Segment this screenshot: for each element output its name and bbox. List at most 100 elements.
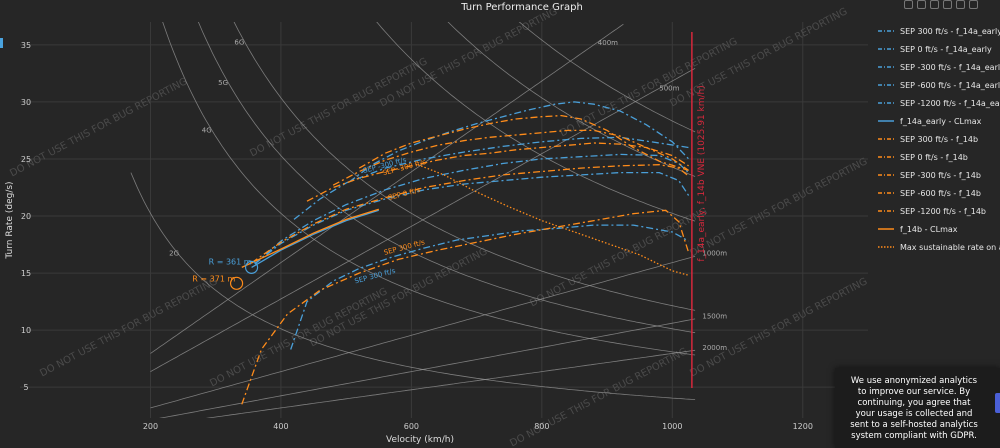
legend-label-12: Max sustainable rate on ace cr xyxy=(900,242,1000,252)
series-group xyxy=(229,101,690,405)
legend-label-9: SEP -600 ft/s - f_14b xyxy=(900,188,981,198)
x-tick-label-5: 1200 xyxy=(793,422,813,431)
series-line-1 xyxy=(254,171,690,265)
legend-item-1[interactable]: SEP 0 ft/s - f_14a_early xyxy=(878,40,1000,58)
radius-curve-2 xyxy=(150,255,696,409)
legend-item-9[interactable]: SEP -600 ft/s - f_14b xyxy=(878,184,1000,202)
clmax-marker-orange xyxy=(229,276,244,290)
legend-item-10[interactable]: SEP -1200 ft/s - f_14b xyxy=(878,202,1000,220)
analytics-banner: We use anonymized analytics to improve o… xyxy=(835,368,1000,448)
vne-line-group: f_14a_early, f_14b VNE (1025.91 km/h) xyxy=(691,32,707,388)
pan-icon[interactable] xyxy=(930,0,939,9)
watermark-text-6: DO NOT USE THIS FOR BUG REPORTING xyxy=(308,246,489,349)
watermark-text-7: DO NOT USE THIS FOR BUG REPORTING xyxy=(528,206,709,309)
watermark-text-2: DO NOT USE THIS FOR BUG REPORTING xyxy=(378,6,559,109)
legend-label-3: SEP -600 ft/s - f_14a_early xyxy=(900,80,1000,90)
legend-item-11[interactable]: f_14b - CLmax xyxy=(878,220,1000,238)
watermark-text-4: DO NOT USE THIS FOR BUG REPORTING xyxy=(38,276,219,379)
y-tick-label-5: 30 xyxy=(21,98,31,107)
legend-item-5[interactable]: f_14a_early - CLmax xyxy=(878,112,1000,130)
legend-swatch-9 xyxy=(878,192,894,194)
annotation-3: SEP 300 ft/s xyxy=(354,267,397,286)
chart-grid xyxy=(20,22,868,418)
legend-swatch-2 xyxy=(878,66,894,68)
banner-accept-button[interactable] xyxy=(995,393,1000,413)
legend-swatch-0 xyxy=(878,30,894,32)
vne-label: f_14a_early, f_14b VNE (1025.91 km/h) xyxy=(697,85,707,261)
radius-curve-1 xyxy=(150,67,696,372)
y-tick-label-6: 35 xyxy=(21,41,31,50)
legend-item-4[interactable]: SEP -1200 ft/s - f_14a_early xyxy=(878,94,1000,112)
g-curve-0 xyxy=(130,172,696,400)
zoom-icon[interactable] xyxy=(917,0,926,9)
g-curve-label-3: 6G xyxy=(234,38,244,46)
y-tick-label-3: 20 xyxy=(21,212,31,221)
series-line-5 xyxy=(251,209,379,268)
series-line-10 xyxy=(358,114,689,172)
g-curve-5 xyxy=(447,22,696,177)
legend-item-0[interactable]: SEP 300 ft/s - f_14a_early xyxy=(878,22,1000,40)
legend-swatch-12 xyxy=(878,246,894,248)
x-tick-label-2: 600 xyxy=(404,422,419,431)
x-tick-label-3: 800 xyxy=(534,422,549,431)
series-line-9 xyxy=(332,129,689,186)
g-curve-2 xyxy=(197,22,696,334)
legend-swatch-7 xyxy=(878,156,894,158)
annotation-1: R = 371 m xyxy=(192,274,235,283)
legend-label-4: SEP -1200 ft/s - f_14a_early xyxy=(900,98,1000,108)
legend-swatch-6 xyxy=(878,138,894,140)
legend-item-6[interactable]: SEP 300 ft/s - f_14b xyxy=(878,130,1000,148)
legend-label-0: SEP 300 ft/s - f_14a_early xyxy=(900,26,1000,36)
legend-item-8[interactable]: SEP -300 ft/s - f_14b xyxy=(878,166,1000,184)
legend-swatch-4 xyxy=(878,102,894,104)
legend-swatch-11 xyxy=(878,228,894,230)
legend: SEP 300 ft/s - f_14a_early SEP 0 ft/s - f… xyxy=(878,22,1000,256)
watermark-text-8: DO NOT USE THIS FOR BUG REPORTING xyxy=(688,156,869,259)
x-tick-label-1: 400 xyxy=(273,422,288,431)
g-curve-4 xyxy=(376,22,696,222)
g-curve-3 xyxy=(233,22,696,311)
series-line-11 xyxy=(241,208,379,268)
watermark-group: DO NOT USE THIS FOR BUG REPORTING DO NOT … xyxy=(8,6,869,448)
y-tick-label-2: 15 xyxy=(21,269,31,278)
legend-label-11: f_14b - CLmax xyxy=(900,224,958,234)
legend-label-5: f_14a_early - CLmax xyxy=(900,116,982,126)
watermark-text-1: DO NOT USE THIS FOR BUG REPORTING xyxy=(248,56,429,159)
radius-curve-label-0: 400m xyxy=(598,39,618,47)
legend-swatch-8 xyxy=(878,174,894,176)
g-curve-6 xyxy=(518,22,696,133)
legend-swatch-1 xyxy=(878,48,894,50)
legend-swatch-3 xyxy=(878,84,894,86)
g-curve-1 xyxy=(162,22,696,356)
radius-curve-3 xyxy=(159,318,696,418)
modebar xyxy=(904,0,978,12)
radius-curve-label-4: 2000m xyxy=(702,344,727,352)
legend-label-1: SEP 0 ft/s - f_14a_early xyxy=(900,44,992,54)
annotation-4: SEP 0 ft/s xyxy=(387,186,421,202)
legend-item-2[interactable]: SEP -300 ft/s - f_14a_early xyxy=(878,58,1000,76)
radius-curve-label-3: 1500m xyxy=(702,312,727,320)
legend-label-7: SEP 0 ft/s - f_14b xyxy=(900,152,968,162)
watermark-text-0: DO NOT USE THIS FOR BUG REPORTING xyxy=(8,76,189,179)
legend-item-12[interactable]: Max sustainable rate on ace cr xyxy=(878,238,1000,256)
zoom-out-icon[interactable] xyxy=(969,0,978,9)
chart-title: Turn Performance Graph xyxy=(460,2,583,13)
legend-label-2: SEP -300 ft/s - f_14a_early xyxy=(900,62,1000,72)
y-tick-label-1: 10 xyxy=(21,326,31,335)
camera-icon[interactable] xyxy=(904,0,913,9)
g-curves: 2G4G5G6G10G12G14G xyxy=(130,22,696,400)
watermark-text-10: DO NOT USE THIS FOR BUG REPORTING xyxy=(688,276,869,379)
x-tick-label-0: 200 xyxy=(143,422,158,431)
lasso-icon[interactable] xyxy=(956,0,965,9)
legend-item-3[interactable]: SEP -600 ft/s - f_14a_early xyxy=(878,76,1000,94)
series-line-7 xyxy=(251,164,690,264)
legend-label-6: SEP 300 ft/s - f_14b xyxy=(900,134,979,144)
y-tick-label-4: 25 xyxy=(21,155,31,164)
series-line-0 xyxy=(290,224,689,350)
legend-swatch-10 xyxy=(878,210,894,212)
zoom-in-icon[interactable] xyxy=(943,0,952,9)
series-line-6 xyxy=(241,209,690,405)
legend-item-7[interactable]: SEP 0 ft/s - f_14b xyxy=(878,148,1000,166)
